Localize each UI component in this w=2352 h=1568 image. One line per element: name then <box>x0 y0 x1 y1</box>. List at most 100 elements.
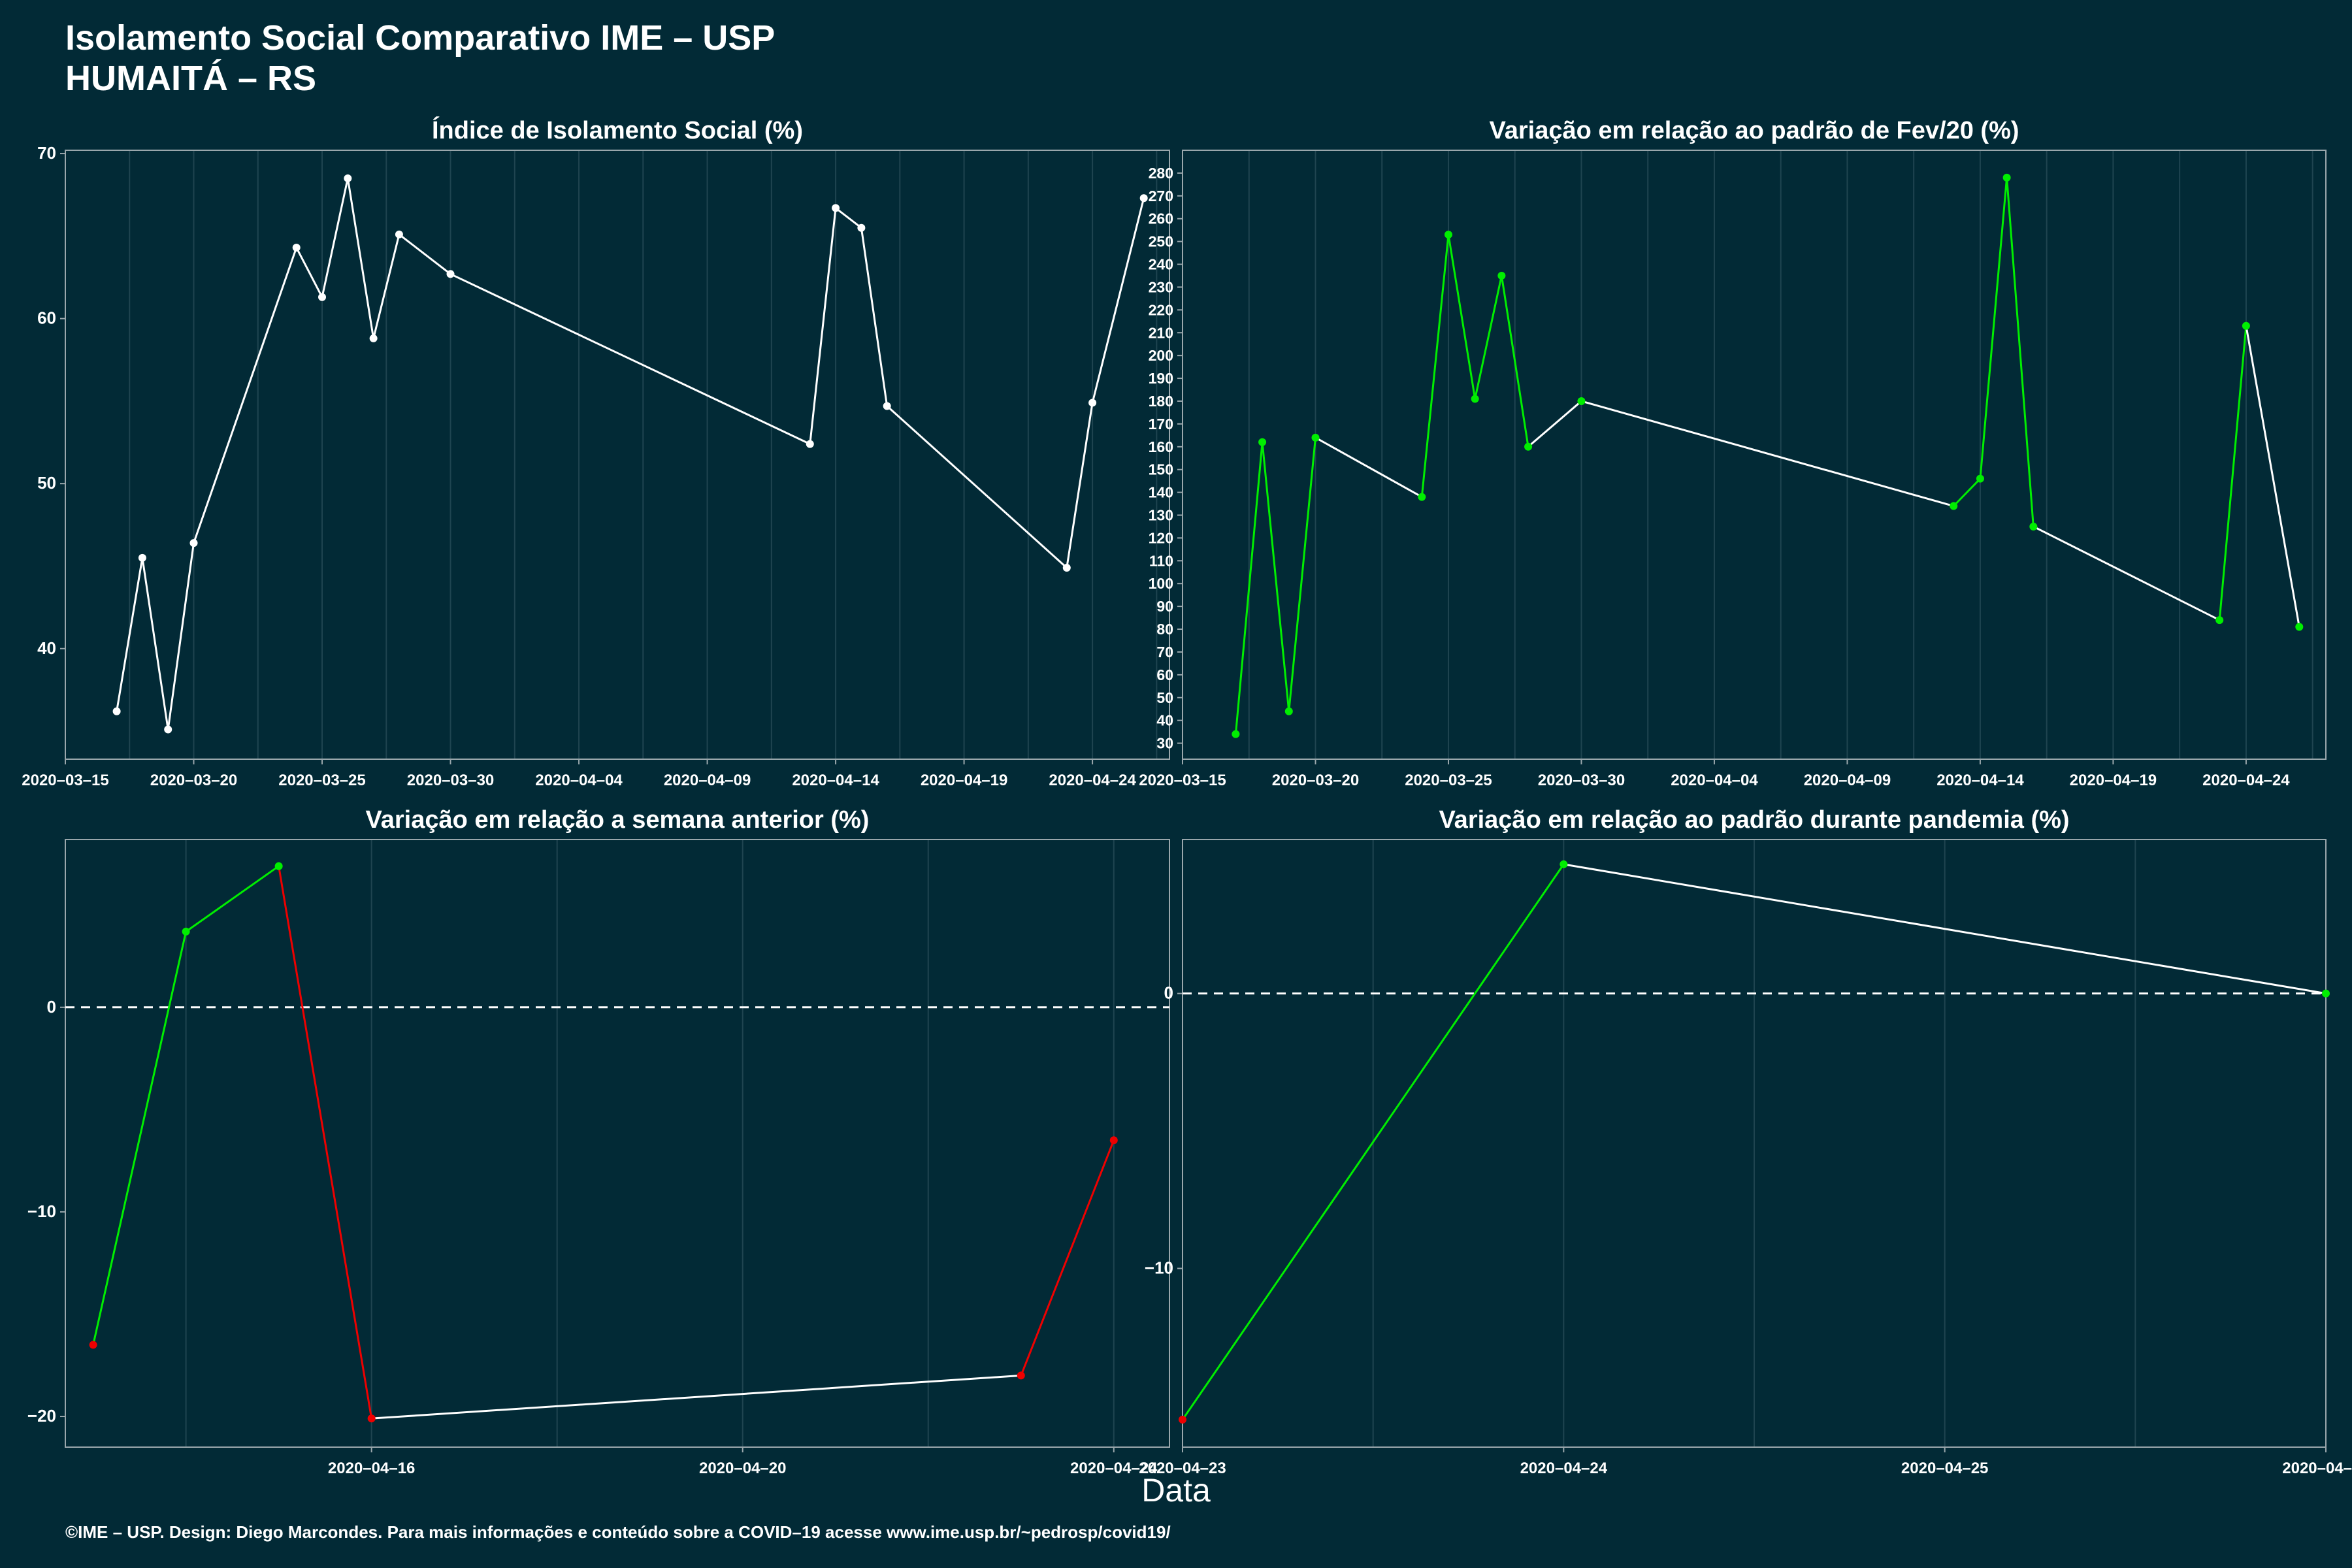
data-point <box>318 293 327 301</box>
data-point <box>1284 707 1293 715</box>
series-segment <box>1447 234 1477 399</box>
y-tick-label: 100 <box>1149 575 1173 592</box>
y-tick-label: −20 <box>27 1406 56 1426</box>
data-point <box>395 230 403 238</box>
data-point <box>112 707 121 715</box>
series-segment <box>1020 1139 1115 1376</box>
series-segment <box>449 273 811 445</box>
data-point <box>367 1414 376 1423</box>
y-tick-label: 120 <box>1149 529 1173 546</box>
series-segment <box>886 405 1068 569</box>
x-tick-label: 2020–04–24 <box>2202 772 2290 789</box>
series-segment <box>399 233 451 275</box>
series-segment <box>1581 400 1954 507</box>
data-point <box>857 223 866 232</box>
data-point <box>369 334 378 342</box>
series-segment <box>1066 402 1094 568</box>
series-segment <box>1979 177 2008 479</box>
series-segment <box>372 234 400 339</box>
x-tick-label: 2020–03–20 <box>1272 772 1359 789</box>
data-point <box>832 204 840 212</box>
y-tick-label: 270 <box>1149 188 1173 204</box>
data-point <box>344 174 352 182</box>
y-tick-label: 30 <box>1156 735 1173 752</box>
y-tick-label: 80 <box>1156 621 1173 638</box>
x-tick-label: 2020–04–19 <box>921 772 1007 789</box>
chart-title: Índice de Isolamento Social (%) <box>432 116 803 144</box>
series-segment <box>1420 235 1450 497</box>
data-point <box>2322 989 2330 998</box>
chart-title: Variação em relação a semana anterior (%… <box>366 806 870 834</box>
footer-credit: ©IME – USP. Design: Diego Marcondes. Par… <box>65 1522 1171 1542</box>
data-point <box>1976 474 1984 483</box>
y-tick-label: 40 <box>37 638 56 658</box>
series-segment <box>371 1374 1021 1420</box>
y-tick-label: 60 <box>37 308 56 328</box>
data-point <box>1560 860 1568 868</box>
data-point <box>1418 493 1426 501</box>
page-title-line2: HUMAITÁ – RS <box>65 59 317 98</box>
y-tick-label: 130 <box>1149 507 1173 524</box>
x-tick-label: 2020–04–09 <box>664 772 751 789</box>
x-tick-label: 2020–04–24 <box>1049 772 1136 789</box>
y-tick-label: 50 <box>37 473 56 493</box>
x-tick-label: 2020–04–23 <box>1139 1460 1226 1477</box>
series-segment <box>835 207 862 229</box>
data-point <box>1088 399 1097 407</box>
data-point <box>1179 1415 1186 1424</box>
data-point <box>1950 502 1958 510</box>
data-point <box>182 927 190 936</box>
panel-frame <box>1182 150 2327 760</box>
chart-panel-3: Variação em relação a semana anterior (%… <box>27 806 1170 1477</box>
series-segment <box>1474 275 1503 399</box>
x-tick-label: 2020–03–30 <box>407 772 494 789</box>
data-point <box>2029 522 2038 531</box>
series-segment <box>295 247 323 298</box>
y-tick-label: 0 <box>1164 983 1173 1003</box>
series-segment <box>278 866 373 1419</box>
series-segment <box>2245 325 2300 627</box>
y-tick-label: 250 <box>1149 233 1173 250</box>
x-tick-label: 2020–04–24 <box>1070 1460 1158 1477</box>
data-point <box>2215 616 2224 625</box>
series-segment <box>141 557 169 730</box>
data-point <box>1524 442 1533 451</box>
data-point <box>1444 231 1452 239</box>
data-point <box>2242 321 2250 330</box>
chart-panel-2: Variação em relação ao padrão de Fev/20 … <box>1139 117 2327 789</box>
data-point <box>1577 397 1586 405</box>
data-point <box>1258 438 1267 446</box>
x-tick-label: 2020–03–15 <box>22 772 108 789</box>
series-segment <box>860 227 889 406</box>
series-segment <box>346 178 375 339</box>
x-tick-label: 2020–03–15 <box>1139 772 1226 789</box>
series-segment <box>167 542 195 730</box>
x-tick-label: 2020–04–26 <box>2282 1460 2352 1477</box>
series-segment <box>1953 478 1982 507</box>
y-tick-label: 60 <box>1156 666 1173 683</box>
data-point <box>89 1341 97 1349</box>
data-point <box>1017 1371 1025 1380</box>
series-segment <box>92 931 188 1345</box>
chart-panel-1: Índice de Isolamento Social (%) 40 50 60 70 2… <box>22 116 1170 789</box>
series-segment <box>1261 442 1290 711</box>
series-segment <box>193 247 298 544</box>
y-tick-label: 70 <box>1156 644 1173 661</box>
data-point <box>806 440 814 448</box>
series-segment <box>1181 864 1565 1420</box>
data-point <box>138 553 146 562</box>
series-segment <box>321 178 349 298</box>
data-point <box>164 725 172 734</box>
panel-frame <box>65 150 1170 760</box>
y-tick-label: 160 <box>1149 438 1173 455</box>
y-tick-label: −10 <box>27 1201 56 1221</box>
series-segment <box>2218 325 2247 621</box>
series-segment <box>185 865 280 933</box>
y-tick-label: 230 <box>1149 278 1173 295</box>
x-tick-label: 2020–04–20 <box>699 1460 786 1477</box>
chart-title: Variação em relação ao padrão de Fev/20 … <box>1489 117 2019 144</box>
y-tick-label: 40 <box>1156 712 1173 729</box>
chart-title: Variação em relação ao padrão durante pa… <box>1439 806 2069 834</box>
y-tick-label: 260 <box>1149 210 1173 227</box>
x-tick-label: 2020–04–25 <box>1901 1460 1988 1477</box>
